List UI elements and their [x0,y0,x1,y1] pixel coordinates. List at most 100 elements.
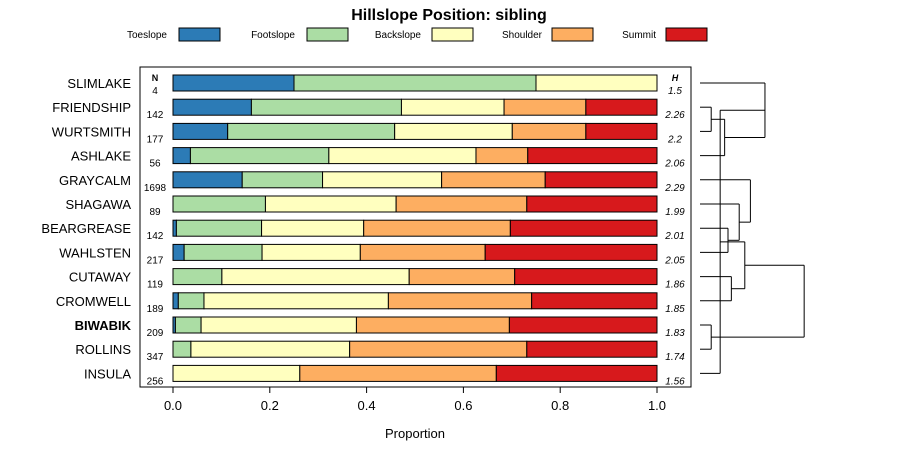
row-label: SHAGAWA [66,197,132,212]
bar-segment-shoulder [359,243,486,261]
legend-label-footslope: Footslope [251,30,295,41]
bar-segment-summit [585,98,658,116]
bar-segment-toeslope [172,147,191,165]
bar-segment-footslope [189,147,330,165]
bar-segment-backslope [400,98,505,116]
row-n-value: 89 [149,207,161,218]
legend-swatch-footslope [306,27,349,42]
chart-title: Hillslope Position: sibling [351,7,547,24]
bar-segment-shoulder [475,147,529,165]
bar-segment-toeslope [172,122,229,140]
bar-segment-summit [509,219,658,237]
row-h-value: 1.85 [665,304,685,315]
row-n-value: 256 [147,376,164,387]
bar-segment-shoulder [511,122,587,140]
bar-segment-summit [526,340,658,358]
row-label: INSULA [84,366,131,381]
bar-segment-footslope [174,316,202,334]
bar-segment-footslope [227,122,396,140]
plot-area: N H 0.0 0.2 0.4 0.6 0.8 1.0 SLIMLAKE 4 1.5 FRIENDSH… [41,66,692,413]
row-label: WURTSMITH [52,124,131,139]
bar-segment-backslope [172,364,301,382]
bar-segment-summit [526,195,658,213]
row-label: CUTAWAY [69,270,131,285]
bar-segment-toeslope [172,292,179,310]
bar-segment-shoulder [349,340,528,358]
bar-segment-footslope [172,340,192,358]
bar-segment-summit [508,316,658,334]
legend-label-shoulder: Shoulder [502,30,543,41]
bar-segment-backslope [535,74,658,92]
row-n-value: 56 [149,159,161,170]
bar-segment-shoulder [387,292,533,310]
bar-segment-summit [495,364,658,382]
bar-segment-summit [514,268,658,286]
row-n-value: 209 [147,328,164,339]
bar-segment-shoulder [299,364,497,382]
x-axis-label: Proportion [385,426,445,441]
legend-swatch-shoulder [551,27,594,42]
x-tick-label: 1.0 [648,398,666,413]
row-n-value: 189 [147,304,164,315]
row-label: GRAYCALM [59,173,131,188]
row-h-value: 2.2 [667,134,682,145]
legend-label-toeslope: Toeslope [127,30,167,41]
legend-label-summit: Summit [622,30,656,41]
bar-segment-summit [544,171,658,189]
legend-swatch-toeslope [178,27,221,42]
bar-segment-backslope [200,316,357,334]
row-label: ASHLAKE [71,149,131,164]
bar-segment-backslope [322,171,443,189]
row-n-value: 142 [147,231,164,242]
bar-segment-footslope [172,268,223,286]
row-h-value: 2.06 [664,159,685,170]
bar-segment-backslope [261,219,365,237]
bar-segment-shoulder [355,316,510,334]
row-h-value: 1.5 [668,86,682,97]
bar-segment-footslope [183,243,263,261]
h-column-header: H [672,73,679,83]
row-h-value: 1.86 [665,280,685,291]
row-label: BEARGREASE [41,221,131,236]
row-label: CROMWELL [56,294,131,309]
bar-segment-footslope [175,219,263,237]
row-h-value: 2.26 [664,110,685,121]
legend-swatch-backslope [431,27,474,42]
bar-segment-toeslope [172,219,177,237]
bar-segment-summit [585,122,658,140]
row-n-value: 1698 [144,183,167,194]
bar-segment-summit [484,243,658,261]
bar-segment-toeslope [172,74,295,92]
bar-segment-toeslope [172,98,252,116]
row-n-value: 217 [147,255,164,266]
row-label: FRIENDSHIP [52,100,131,115]
bar-segment-backslope [328,147,477,165]
bar-segment-backslope [264,195,397,213]
bar-segment-backslope [190,340,351,358]
x-tick-label: 0.4 [358,398,376,413]
bar-segment-backslope [394,122,513,140]
row-label: WAHLSTEN [59,245,131,260]
plot-frame [139,66,692,388]
bar-segment-shoulder [363,219,511,237]
bar-segment-shoulder [395,195,528,213]
bar-segment-footslope [250,98,402,116]
bar-segment-summit [527,147,658,165]
bar-segment-backslope [221,268,410,286]
bar-segment-summit [531,292,658,310]
row-n-value: 177 [147,134,164,145]
row-label: BIWABIK [75,318,132,333]
bar-segment-shoulder [503,98,587,116]
bar-segment-backslope [261,243,361,261]
bar-segment-footslope [177,292,205,310]
bar-segment-footslope [293,74,537,92]
bar-segment-backslope [203,292,389,310]
row-h-value: 2.01 [664,231,684,242]
legend: Toeslope Footslope Backslope Shoulder Summit [127,27,708,42]
bar-segment-toeslope [172,243,185,261]
row-n-value: 142 [147,110,164,121]
x-tick-label: 0.0 [164,398,182,413]
legend-label-backslope: Backslope [375,30,422,41]
x-tick-label: 0.6 [454,398,472,413]
row-n-value: 347 [147,352,164,363]
